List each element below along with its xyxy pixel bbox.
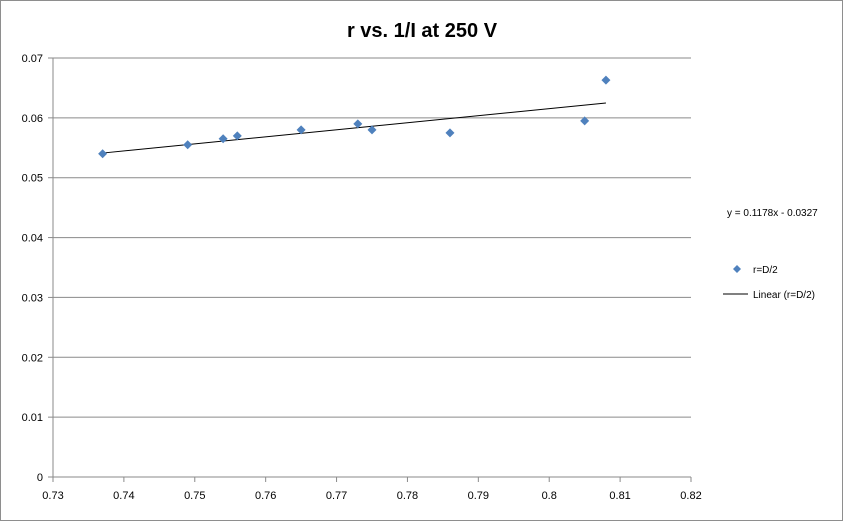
axes — [48, 57, 692, 482]
y-tick-label: 0.03 — [22, 292, 43, 304]
data-point — [296, 125, 306, 135]
x-tick-label: 0.77 — [326, 490, 347, 502]
legend-marker-diamond — [733, 265, 741, 273]
y-tick-label: 0.04 — [22, 233, 43, 245]
x-tick-label: 0.82 — [680, 490, 701, 502]
gridlines — [53, 57, 691, 418]
y-tick-label: 0.02 — [22, 352, 43, 364]
data-point — [218, 134, 228, 144]
trendline-group — [102, 102, 606, 154]
x-tick-label: 0.75 — [184, 490, 205, 502]
linear-trendline — [102, 102, 606, 154]
x-tick-label: 0.78 — [397, 490, 418, 502]
data-point — [580, 116, 590, 126]
x-tick-label: 0.79 — [468, 490, 489, 502]
x-tick-label: 0.76 — [255, 490, 276, 502]
y-axis-tick-labels: 0 0.01 0.02 0.03 0.04 0.05 0.06 0.07 — [22, 53, 43, 484]
trendline-equation: y = 0.1178x - 0.0327 — [727, 208, 818, 219]
data-point — [353, 119, 363, 129]
data-point — [232, 131, 242, 141]
y-tick-label: 0.07 — [22, 53, 43, 65]
data-point — [601, 75, 611, 85]
legend-trendline-label: Linear (r=D/2) — [753, 290, 815, 301]
y-tick-label: 0.01 — [22, 412, 43, 424]
x-tick-label: 0.8 — [542, 490, 557, 502]
x-tick-label: 0.81 — [609, 490, 630, 502]
y-tick-label: 0.05 — [22, 173, 43, 185]
y-tick-label: 0.06 — [22, 113, 43, 125]
data-point — [367, 125, 377, 135]
x-axis-tick-labels: 0.73 0.74 0.75 0.76 0.77 0.78 0.79 0.8 0.81 0.82 — [42, 490, 701, 502]
data-point — [98, 149, 108, 159]
legend-series-label: r=D/2 — [753, 265, 778, 276]
x-tick-label: 0.74 — [113, 490, 134, 502]
y-tick-label: 0 — [37, 472, 43, 484]
data-point — [445, 128, 455, 138]
chart-title: r vs. 1/I at 250 V — [347, 20, 498, 42]
x-tick-label: 0.73 — [42, 490, 63, 502]
data-points — [98, 75, 611, 159]
data-point — [183, 140, 193, 150]
legend: r=D/2 Linear (r=D/2) — [723, 265, 815, 301]
